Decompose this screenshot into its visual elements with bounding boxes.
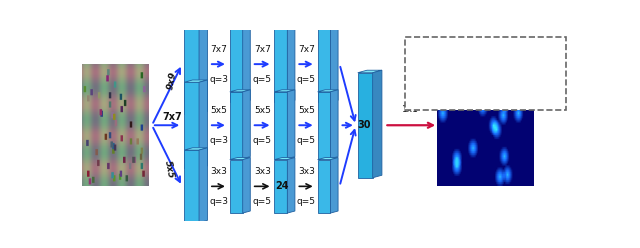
Polygon shape bbox=[230, 92, 243, 159]
Text: q=5: q=5 bbox=[253, 136, 272, 145]
Text: 7x7: 7x7 bbox=[210, 45, 227, 54]
Text: 24: 24 bbox=[275, 181, 289, 191]
Polygon shape bbox=[317, 157, 338, 160]
Polygon shape bbox=[317, 26, 330, 102]
Polygon shape bbox=[184, 14, 199, 114]
Text: q=3: q=3 bbox=[209, 136, 228, 145]
Polygon shape bbox=[199, 12, 207, 114]
Text: q=5: q=5 bbox=[297, 136, 316, 145]
Text: q=3: q=3 bbox=[209, 197, 228, 206]
Text: 1x1: 1x1 bbox=[403, 105, 419, 114]
Polygon shape bbox=[230, 26, 243, 102]
Text: 3x3: 3x3 bbox=[210, 167, 227, 176]
Polygon shape bbox=[275, 90, 295, 92]
Polygon shape bbox=[275, 160, 287, 213]
Polygon shape bbox=[184, 148, 207, 150]
Polygon shape bbox=[330, 24, 338, 102]
Polygon shape bbox=[275, 157, 295, 160]
Text: 5x5: 5x5 bbox=[210, 106, 227, 115]
Polygon shape bbox=[275, 92, 287, 159]
Polygon shape bbox=[184, 12, 207, 14]
Polygon shape bbox=[243, 24, 250, 102]
Polygon shape bbox=[230, 157, 250, 160]
Polygon shape bbox=[372, 70, 382, 178]
Text: 7x7: 7x7 bbox=[162, 112, 182, 122]
Polygon shape bbox=[358, 73, 372, 178]
Polygon shape bbox=[330, 90, 338, 159]
Polygon shape bbox=[199, 80, 207, 168]
Text: 7x7: 7x7 bbox=[298, 45, 315, 54]
Polygon shape bbox=[230, 160, 243, 213]
Polygon shape bbox=[184, 150, 199, 223]
Text: 3x3: 3x3 bbox=[254, 167, 271, 176]
Polygon shape bbox=[287, 90, 295, 159]
Polygon shape bbox=[317, 24, 338, 26]
Polygon shape bbox=[199, 148, 207, 223]
Polygon shape bbox=[184, 82, 199, 168]
Text: 5x5: 5x5 bbox=[254, 106, 271, 115]
Text: 7x7: 7x7 bbox=[254, 45, 271, 54]
Text: q=3: q=3 bbox=[209, 75, 228, 84]
Text: q=5: q=5 bbox=[253, 75, 272, 84]
Polygon shape bbox=[287, 157, 295, 213]
Polygon shape bbox=[230, 24, 250, 26]
Text: 3x3: 3x3 bbox=[298, 167, 315, 176]
Polygon shape bbox=[230, 90, 250, 92]
Polygon shape bbox=[317, 160, 330, 213]
Text: 30: 30 bbox=[358, 120, 371, 130]
Polygon shape bbox=[275, 26, 287, 102]
Polygon shape bbox=[358, 70, 382, 73]
Text: q=5: q=5 bbox=[297, 75, 316, 84]
Polygon shape bbox=[275, 24, 295, 26]
Polygon shape bbox=[243, 90, 250, 159]
Polygon shape bbox=[317, 92, 330, 159]
Polygon shape bbox=[317, 90, 338, 92]
Polygon shape bbox=[184, 80, 207, 82]
Text: 5x5: 5x5 bbox=[163, 160, 175, 179]
Text: q=5: q=5 bbox=[253, 197, 272, 206]
Text: q=5: q=5 bbox=[297, 197, 316, 206]
Text: 9x9: 9x9 bbox=[166, 70, 178, 90]
Polygon shape bbox=[330, 157, 338, 213]
Polygon shape bbox=[287, 24, 295, 102]
Polygon shape bbox=[243, 157, 250, 213]
Text: 5x5: 5x5 bbox=[298, 106, 315, 115]
